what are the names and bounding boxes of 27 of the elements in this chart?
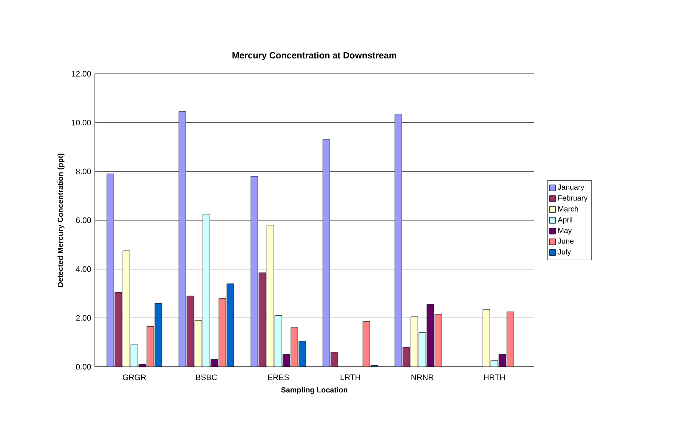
bar [250, 176, 258, 367]
bar [434, 314, 442, 367]
bar [194, 320, 202, 367]
bar [426, 304, 434, 367]
bar [506, 312, 514, 367]
bar [258, 272, 266, 367]
bar [482, 309, 490, 367]
bar [322, 140, 330, 367]
bar [122, 250, 130, 367]
bar [290, 328, 298, 367]
bar [114, 292, 122, 367]
bar [218, 298, 226, 367]
bar [410, 316, 418, 367]
bar [186, 296, 194, 367]
bar [202, 214, 210, 367]
bar [146, 326, 154, 367]
bar [178, 112, 186, 367]
bar [266, 225, 274, 367]
bar [274, 316, 282, 367]
bar [394, 114, 402, 367]
chart-title: Mercury Concentration at Downstream [232, 52, 396, 60]
bar [298, 341, 306, 367]
bar [154, 303, 162, 367]
bar [106, 174, 114, 367]
bar [362, 322, 370, 367]
bar [418, 332, 426, 367]
bar [226, 284, 234, 367]
